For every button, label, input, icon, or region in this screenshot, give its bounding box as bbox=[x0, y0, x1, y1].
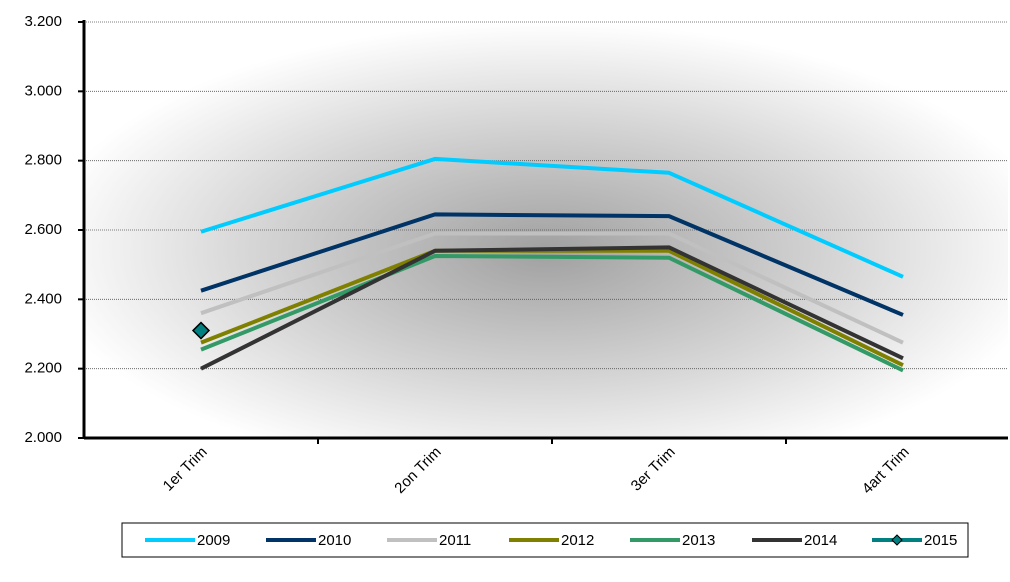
legend-label: 2012 bbox=[561, 532, 594, 549]
legend-marker bbox=[891, 534, 903, 546]
x-tick-label: 1er Trim bbox=[160, 444, 211, 495]
legend-label: 2009 bbox=[197, 532, 230, 549]
x-tick-label: 4art Trim bbox=[859, 444, 913, 498]
series-line bbox=[200, 231, 904, 345]
y-tick-label: 2.600 bbox=[24, 221, 62, 238]
series-line bbox=[200, 245, 904, 371]
legend-label: 2011 bbox=[439, 532, 471, 549]
y-tick-label: 2.800 bbox=[24, 152, 62, 169]
data-point bbox=[191, 321, 211, 340]
legend-label: 2010 bbox=[318, 532, 351, 549]
y-tick-label: 3.000 bbox=[24, 82, 62, 99]
legend-label: 2013 bbox=[682, 532, 715, 549]
y-tick-label: 3.200 bbox=[24, 13, 62, 30]
series-line bbox=[200, 254, 904, 373]
legend: 2009 2010 2011 2012 2013 2014 2015 bbox=[145, 532, 957, 549]
y-tick-label: 2.400 bbox=[24, 290, 62, 307]
x-tick-label: 3er Trim bbox=[628, 444, 679, 495]
legend-label: 2015 bbox=[924, 532, 957, 549]
series-line bbox=[200, 212, 904, 317]
y-tick-label: 2.200 bbox=[24, 360, 62, 377]
series-line bbox=[200, 156, 904, 279]
legend-label: 2014 bbox=[804, 532, 837, 549]
y-tick-label: 2.000 bbox=[24, 429, 62, 446]
x-tick-label: 2on Trim bbox=[391, 444, 444, 497]
